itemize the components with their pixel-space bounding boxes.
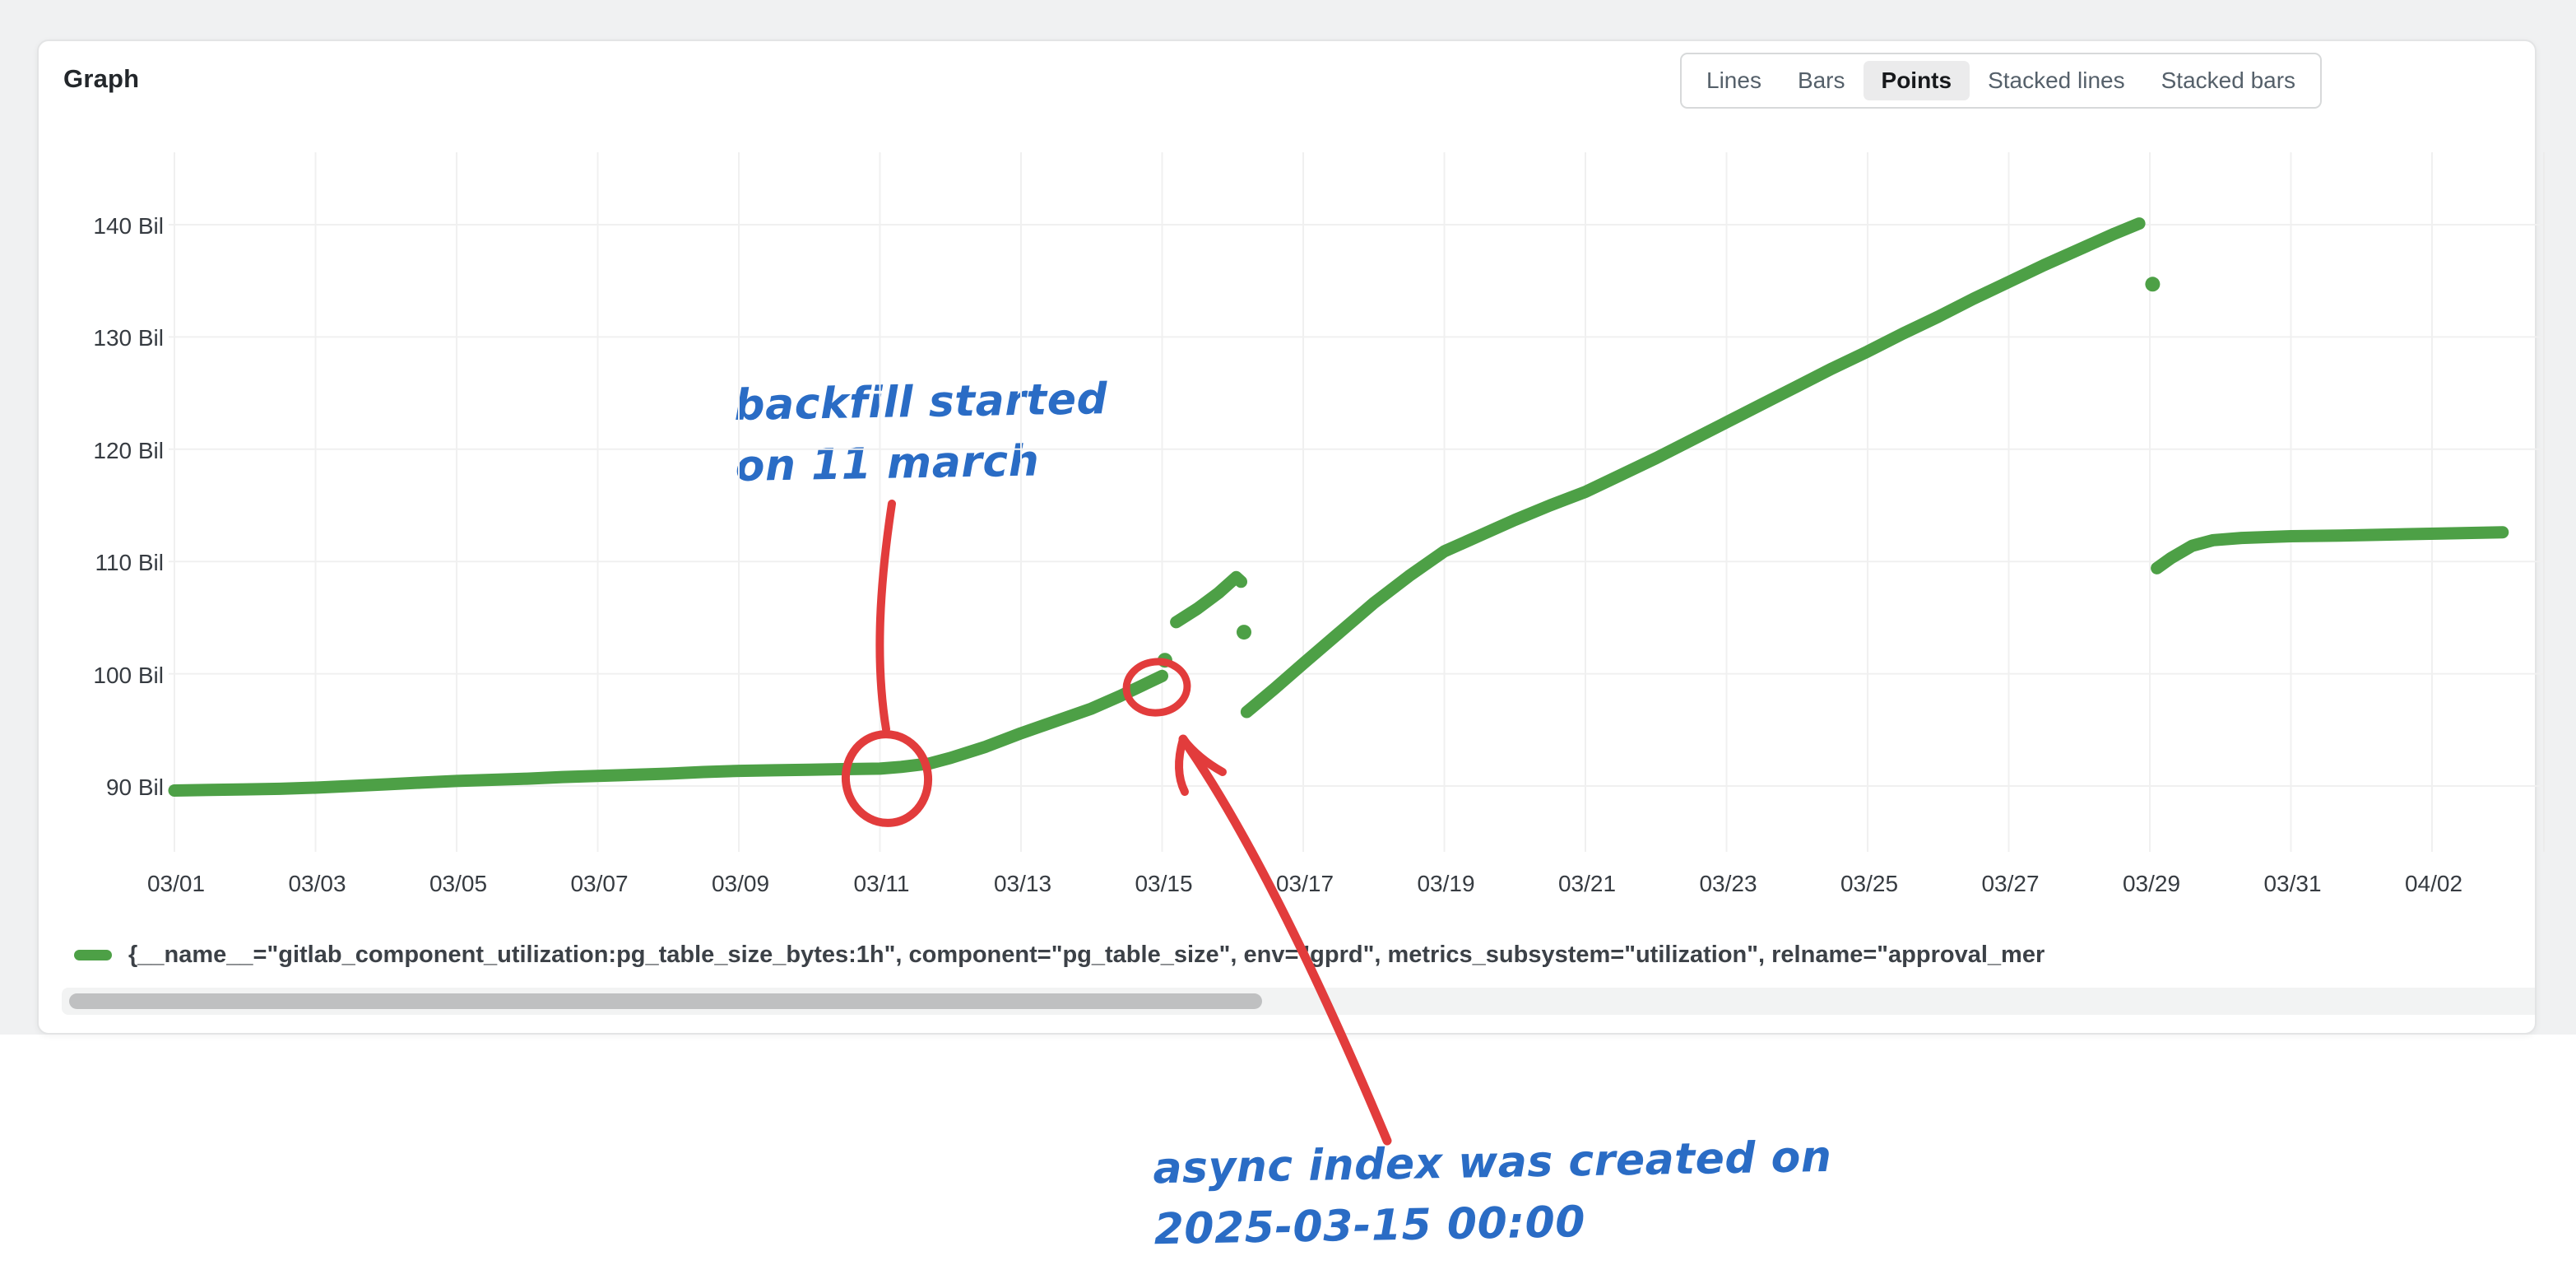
x-tick-label: 03/11 <box>853 871 910 896</box>
x-tick-label: 04/02 <box>2404 871 2463 896</box>
y-tick-label: 120 Bil <box>93 437 164 463</box>
x-tick-label: 03/27 <box>1981 871 2040 896</box>
x-tick-label: 03/23 <box>1699 871 1757 896</box>
annotation-backfill-line2: on 11 march <box>735 436 1040 491</box>
plot-area[interactable] <box>170 154 2535 853</box>
x-tick-label: 03/05 <box>429 871 488 896</box>
annotation-async-index-line1: async index was created on <box>1152 1132 1832 1194</box>
x-tick-label: 03/25 <box>1840 871 1899 896</box>
mode-points-button[interactable]: Points <box>1863 61 1970 100</box>
x-tick-label: 03/13 <box>993 871 1052 896</box>
x-tick-label: 03/15 <box>1135 871 1193 896</box>
graph-panel: Graph Lines Bars Points Stacked lines St… <box>37 40 2537 1035</box>
y-tick-label: 90 Bil <box>105 774 164 800</box>
legend-item[interactable]: {__name__="gitlab_component_utilization:… <box>39 937 2535 973</box>
x-tick-label: 03/31 <box>2263 871 2322 896</box>
x-tick-label: 03/07 <box>570 871 629 896</box>
panel-title: Graph <box>63 64 140 93</box>
x-tick-label: 03/29 <box>2122 871 2181 896</box>
x-tick-label: 03/21 <box>1557 871 1617 896</box>
x-tick-label: 03/17 <box>1275 871 1334 896</box>
y-tick-label: 100 Bil <box>93 662 164 688</box>
annotation-backfill-line1: backfill started <box>733 374 1108 430</box>
annotation-async-index-line2: 2025-03-15 00:00 <box>1153 1198 1586 1255</box>
mode-stacked-bars-button[interactable]: Stacked bars <box>2143 61 2314 100</box>
y-tick-label: 110 Bil <box>95 550 164 576</box>
x-tick-label: 03/19 <box>1417 871 1475 896</box>
mode-stacked-lines-button[interactable]: Stacked lines <box>1970 61 2143 100</box>
display-mode-toggle-group: Lines Bars Points Stacked lines Stacked … <box>1680 53 2323 109</box>
x-tick-label: 03/09 <box>711 871 770 896</box>
mode-bars-button[interactable]: Bars <box>1780 61 1864 100</box>
annotation-backfill-note: backfill started on 11 march <box>734 369 1109 497</box>
y-tick-label: 130 Bil <box>93 325 164 351</box>
horizontal-scrollbar[interactable] <box>62 988 2535 1015</box>
y-tick-label: 140 Bil <box>93 213 164 239</box>
x-tick-label: 03/03 <box>288 871 346 896</box>
scrollbar-thumb[interactable] <box>69 993 1262 1009</box>
legend-series-marker <box>74 949 112 960</box>
mode-lines-button[interactable]: Lines <box>1688 61 1780 100</box>
x-tick-label: 03/01 <box>146 871 206 896</box>
legend-series-label: {__name__="gitlab_component_utilization:… <box>128 941 2045 968</box>
annotation-async-index-note: async index was created on 2025-03-15 00… <box>1153 1127 1834 1260</box>
